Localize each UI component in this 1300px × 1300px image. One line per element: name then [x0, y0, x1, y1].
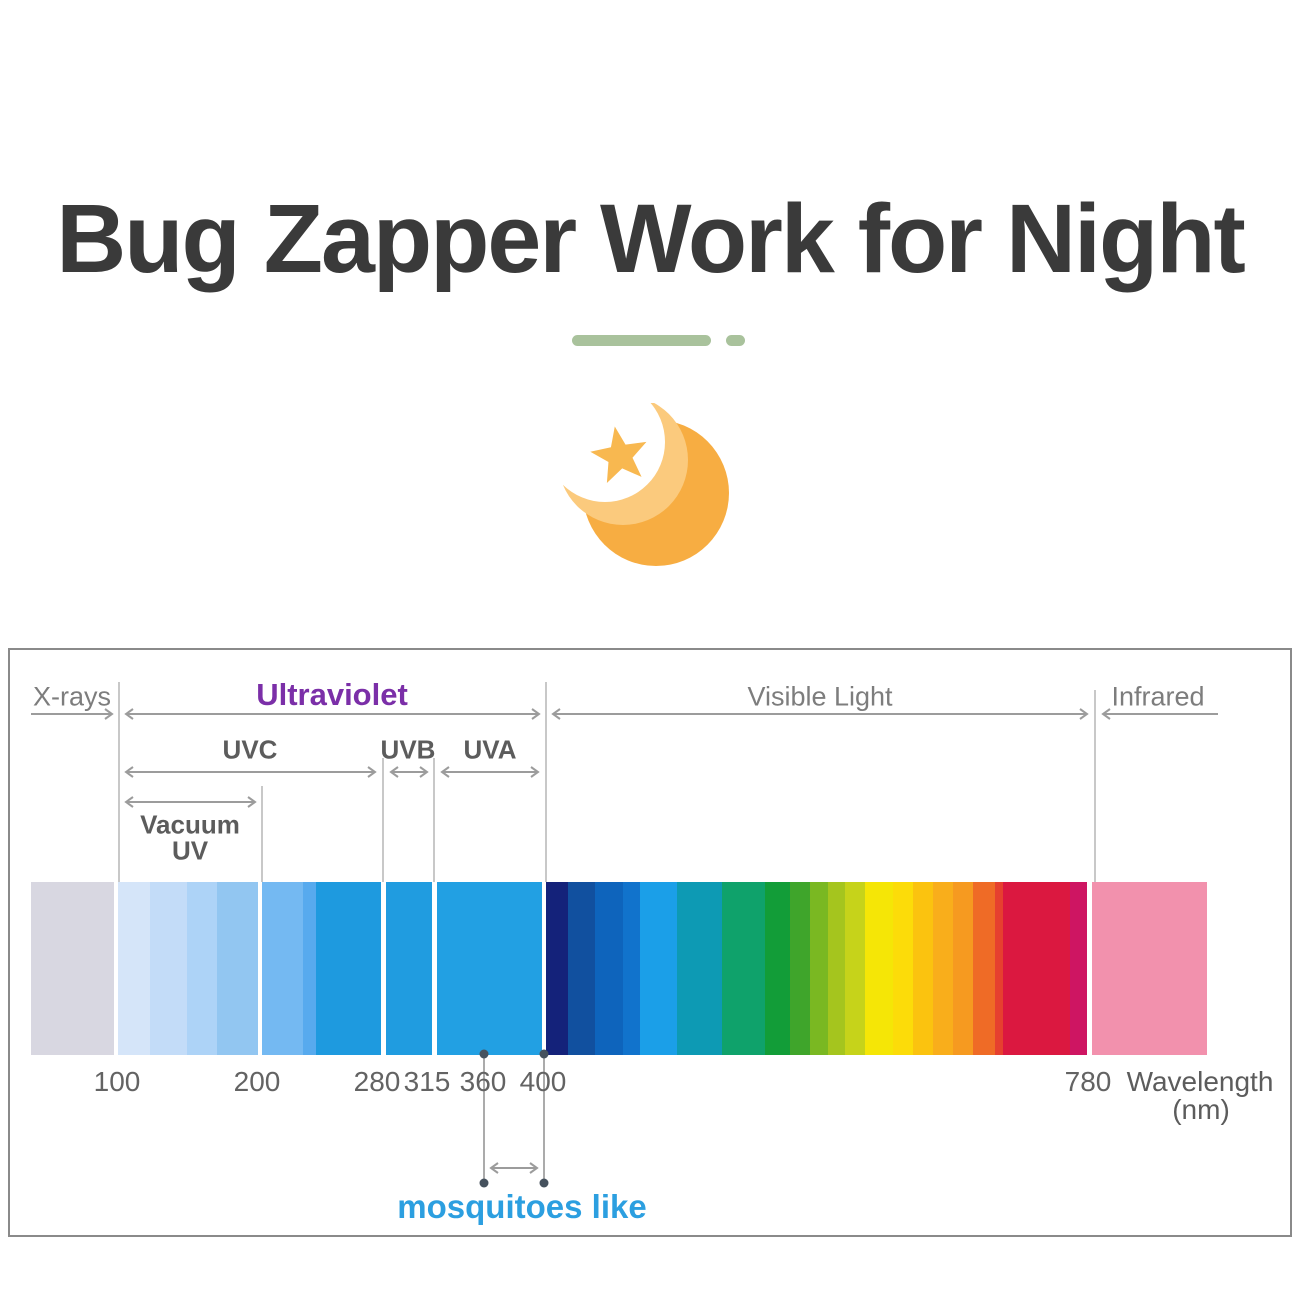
ultraviolet-label: Ultraviolet	[256, 677, 408, 712]
spectrum-segment	[677, 882, 722, 1055]
title-divider-bar	[572, 335, 711, 346]
spectrum-panel: X-rays Ultraviolet Visible Light Infrare…	[8, 648, 1292, 1237]
spectrum-segment	[303, 882, 316, 1055]
spectrum-segment	[845, 882, 865, 1055]
spectrum-segment	[790, 882, 810, 1055]
tick-780: 780	[1064, 1066, 1112, 1097]
spectrum-segment	[258, 882, 262, 1055]
xrays-label: X-rays	[32, 681, 112, 712]
spectrum-segment	[953, 882, 973, 1055]
spectrum-segment	[386, 882, 432, 1055]
star-icon	[590, 426, 647, 483]
spectrum-segment	[913, 882, 933, 1055]
moon-icon	[545, 382, 735, 575]
uvc-label: UVC	[222, 734, 278, 765]
page-title: Bug Zapper Work for Night	[56, 184, 1246, 293]
region-arrows	[31, 708, 1218, 808]
spectrum-segment	[546, 882, 568, 1055]
spectrum-segment	[217, 882, 258, 1055]
title-divider-dot	[726, 335, 745, 346]
uva-label: UVA	[463, 734, 517, 765]
mosquitoes-like-annotation: mosquitoes like	[397, 1188, 647, 1225]
spectrum-segment	[623, 882, 640, 1055]
spectrum-segment	[828, 882, 845, 1055]
uvb-label: UVB	[380, 734, 436, 765]
moon-star-graphic	[545, 382, 729, 566]
spectrum-segment	[381, 882, 386, 1055]
vacuum-uv-label-line2: UV	[171, 835, 209, 866]
spectrum-segment	[114, 882, 118, 1055]
spectrum-segment	[568, 882, 595, 1055]
tick-315: 315	[403, 1066, 451, 1097]
spectrum-segment	[893, 882, 913, 1055]
spectrum-segment	[262, 882, 303, 1055]
vacuum-uv-label-line1: Vacuum	[140, 809, 240, 840]
spectrum-segment	[1087, 882, 1092, 1055]
spectrum-segment	[722, 882, 765, 1055]
spectrum-segment	[150, 882, 187, 1055]
spectrum-segment	[1092, 882, 1207, 1055]
tick-400: 400	[519, 1066, 567, 1097]
spectrum-segment	[973, 882, 995, 1055]
axis-label: Wavelength	[1126, 1066, 1274, 1097]
spectrum-segment	[1003, 882, 1070, 1055]
spectrum-segment	[640, 882, 677, 1055]
spectrum-segment	[316, 882, 381, 1055]
tick-360: 360	[459, 1066, 507, 1097]
infrared-label: Infrared	[1111, 681, 1205, 712]
spectrum-segment	[542, 882, 546, 1055]
spectrum-segment	[865, 882, 893, 1055]
spectrum-segment	[810, 882, 828, 1055]
tick-100: 100	[93, 1066, 141, 1097]
axis-unit: (nm)	[1172, 1094, 1230, 1125]
callout-dot	[539, 1178, 549, 1188]
tick-200: 200	[233, 1066, 281, 1097]
spectrum-segment	[432, 882, 437, 1055]
spectrum-segment	[595, 882, 623, 1055]
spectrum-bar	[31, 882, 1207, 1055]
tick-280: 280	[353, 1066, 401, 1097]
spectrum-segment	[1070, 882, 1087, 1055]
spectrum-segment	[437, 882, 542, 1055]
spectrum-segment	[31, 882, 114, 1055]
spectrum-segment	[765, 882, 790, 1055]
visible-light-label: Visible Light	[747, 681, 893, 712]
spectrum-segment	[118, 882, 150, 1055]
callout-dot	[479, 1178, 489, 1188]
spectrum-segment	[933, 882, 953, 1055]
spectrum-segment	[995, 882, 1003, 1055]
spectrum-segment	[187, 882, 217, 1055]
